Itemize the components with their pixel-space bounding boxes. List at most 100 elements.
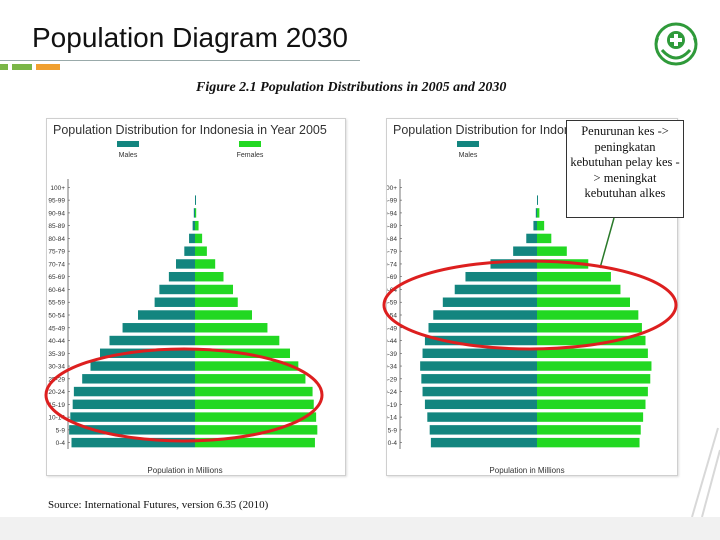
female-bar [195, 361, 299, 371]
x-range-label-left: 10.41(Mil) [415, 453, 440, 459]
age-tick-label: 50-54 [387, 313, 397, 320]
female-bar [537, 348, 648, 359]
age-tick-label: 100+ [387, 185, 397, 192]
population-pyramid-2005: Population Distribution for Indonesia in… [48, 123, 327, 475]
legend-swatch-females [239, 141, 261, 147]
age-tick-label: 15-19 [48, 402, 65, 409]
footer-bar [0, 517, 720, 540]
male-bar [109, 335, 195, 346]
female-bar [195, 259, 216, 269]
female-bar [537, 297, 630, 307]
female-bar [537, 374, 651, 384]
male-bar [72, 399, 195, 410]
female-bar [195, 271, 224, 282]
male-bar [424, 399, 537, 410]
age-tick-label: 75-79 [387, 249, 397, 256]
male-bar [422, 348, 537, 359]
accent-dash [36, 64, 60, 70]
female-bar [195, 246, 207, 256]
ministry-logo [654, 22, 698, 66]
age-tick-label: 10-14 [387, 415, 397, 422]
female-bar [537, 399, 646, 410]
tiny-bar [195, 195, 196, 205]
male-bar [433, 310, 537, 320]
age-tick-label: 40-44 [48, 338, 65, 345]
female-bar [537, 323, 642, 333]
male-bar [490, 259, 537, 269]
male-bar [422, 386, 537, 397]
age-tick-label: 35-39 [387, 351, 397, 358]
age-tick-label: 70-74 [387, 261, 397, 268]
female-bar [537, 361, 652, 371]
female-bar [195, 335, 280, 346]
male-bar [430, 437, 537, 448]
female-bar [537, 425, 641, 435]
female-bar [195, 348, 291, 359]
age-tick-label: 100+ [50, 185, 65, 192]
male-bar [526, 233, 537, 244]
age-tick-label: 60-64 [48, 287, 65, 294]
female-bar [537, 284, 621, 295]
age-tick-label: 35-39 [48, 351, 65, 358]
male-bar [82, 374, 195, 384]
legend-swatch-males [457, 141, 479, 147]
age-tick-label: 60-64 [387, 287, 397, 294]
male-bar [122, 323, 195, 333]
accent-dash [12, 64, 32, 70]
age-tick-label: 25-29 [48, 376, 65, 383]
age-tick-label: 90-94 [48, 210, 65, 217]
age-tick-label: 90-94 [387, 210, 397, 217]
male-bar [71, 437, 195, 448]
accent-dash [0, 64, 8, 70]
male-bar [189, 233, 195, 244]
legend-label-males: Males [459, 152, 478, 159]
age-tick-label: 20-24 [48, 389, 65, 396]
age-tick-label: 40-44 [387, 338, 397, 345]
female-bar [195, 220, 199, 231]
female-bar [195, 323, 268, 333]
age-tick-label: 5-9 [56, 427, 66, 434]
age-tick-label: 10-14 [48, 415, 65, 422]
male-bar [465, 271, 537, 282]
female-bar [195, 437, 315, 448]
male-bar [70, 412, 195, 422]
figure-caption: Figure 2.1 Population Distributions in 2… [196, 80, 507, 95]
female-bar [537, 208, 540, 218]
legend-label-males: Males [119, 152, 138, 159]
male-bar [192, 220, 195, 231]
female-bar [195, 297, 238, 307]
male-bar [442, 297, 537, 307]
x-range-label-right: 10.04(Mil) [635, 453, 660, 459]
age-tick-label: 55-59 [387, 300, 397, 307]
slide-title: Population Diagram 2030 [32, 22, 348, 53]
age-tick-label: 25-29 [387, 376, 397, 383]
corner-decoration [691, 427, 720, 517]
female-bar [537, 335, 646, 346]
age-tick-label: 20-24 [387, 389, 397, 396]
legend-label-females: Females [237, 152, 264, 159]
male-bar [154, 297, 195, 307]
female-bar [537, 220, 545, 231]
male-bar [137, 310, 195, 320]
legend-swatch-males [117, 141, 139, 147]
male-bar [73, 386, 195, 397]
x-axis-label: Population in Millions [147, 466, 222, 475]
title-underline [0, 60, 360, 61]
chart-panel-2005: Population Distribution for Indonesia in… [46, 118, 346, 476]
female-bar [195, 425, 318, 435]
age-tick-label: 50-54 [48, 313, 65, 320]
male-bar [535, 208, 537, 218]
age-tick-label: 45-49 [48, 325, 65, 332]
female-bar [537, 233, 552, 244]
age-tick-label: 85-89 [387, 223, 397, 230]
female-bar [537, 412, 644, 422]
chart-title: Population Distribution for Indonesia in… [53, 123, 327, 137]
age-tick-label: 30-34 [387, 364, 397, 371]
female-bar [537, 310, 639, 320]
age-tick-label: 80-84 [387, 236, 397, 243]
male-bar [193, 208, 195, 218]
female-bar [537, 437, 640, 448]
age-tick-label: 70-74 [48, 261, 65, 268]
age-tick-label: 75-79 [48, 249, 65, 256]
male-bar [184, 246, 195, 256]
